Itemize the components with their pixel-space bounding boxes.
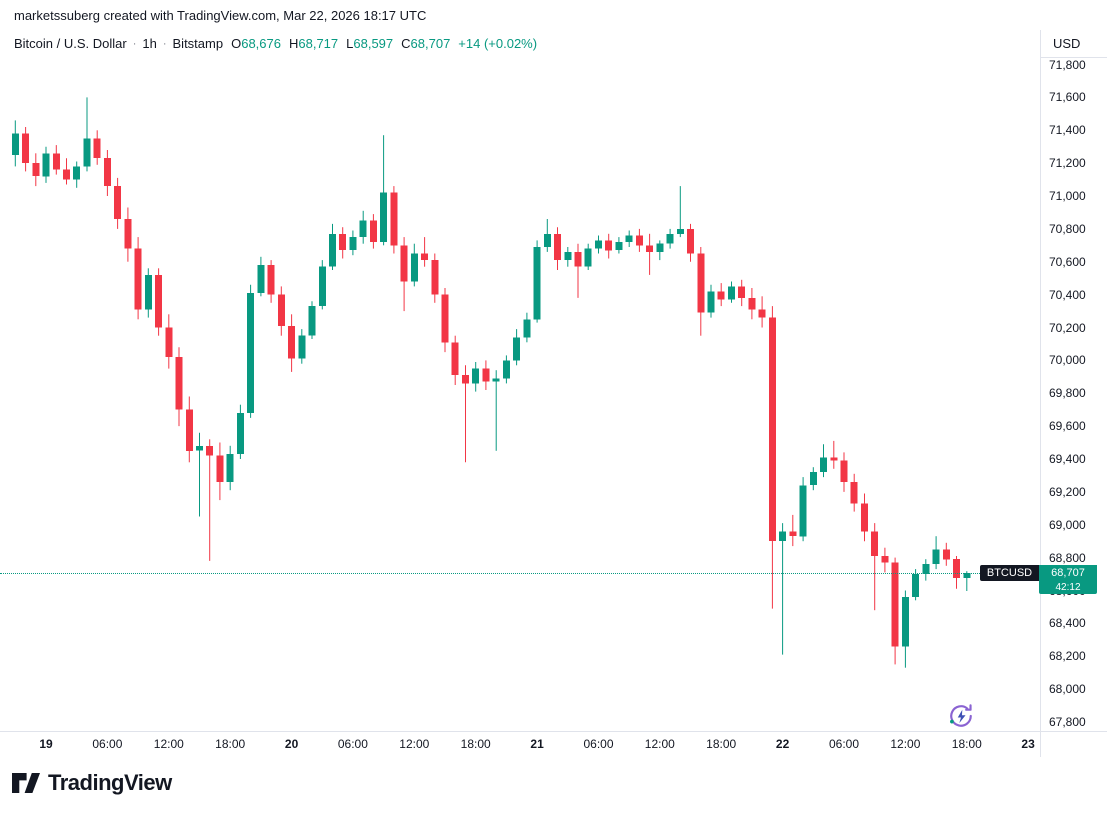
attribution-text: marketssuberg created with TradingView.c…	[14, 8, 427, 23]
current-price-line	[0, 572, 1040, 574]
price-axis[interactable]: USD 71,800 71,600 71,400 71,200 71,000 70,800…	[1040, 30, 1107, 757]
time-axis-label: 06:00	[583, 737, 614, 751]
price-axis-label: 70,000	[1049, 353, 1086, 368]
interval-label[interactable]: 1h	[142, 36, 157, 51]
price-axis-label: 67,800	[1049, 715, 1086, 729]
symbol-legend: Bitcoin / U.S. Dollar · 1h · Bitstamp O6…	[14, 36, 537, 51]
time-axis-label: 18:00	[706, 737, 737, 751]
price-axis-label: 68,400	[1049, 616, 1086, 631]
price-axis-label: 68,200	[1049, 649, 1086, 664]
price-badge-value: 68,707	[1039, 564, 1097, 581]
time-axis-label: 21	[530, 737, 544, 751]
time-axis-label: 12:00	[153, 737, 184, 751]
candlestick-plot[interactable]	[0, 30, 1040, 731]
chart-area[interactable]: Bitcoin / U.S. Dollar · 1h · Bitstamp O6…	[0, 30, 1107, 757]
price-change: +14 (+0.02%)	[458, 36, 538, 51]
price-axis-label: 71,200	[1049, 156, 1086, 171]
time-axis-label: 12:00	[890, 737, 921, 751]
bar-countdown: 42:12	[1039, 580, 1097, 594]
current-price-badge[interactable]: BTCUSD 68,707 42:12	[980, 564, 1097, 594]
price-axis-label: 69,400	[1049, 452, 1086, 466]
time-axis-label: 12:00	[644, 737, 675, 751]
time-axis-label: 06:00	[828, 737, 860, 751]
event-marker-icon[interactable]	[948, 703, 974, 729]
price-axis-label: 70,200	[1049, 320, 1086, 335]
price-axis-label: 69,200	[1049, 484, 1086, 499]
ohlc-close: C68,707	[401, 36, 451, 51]
price-axis-label: 68,000	[1049, 682, 1086, 697]
price-axis-label: 69,000	[1049, 517, 1086, 532]
price-axis-label: 71,400	[1049, 123, 1086, 138]
time-axis-label: 06:00	[92, 737, 123, 751]
price-badge-symbol: BTCUSD	[980, 564, 1039, 581]
currency-label[interactable]: USD	[1053, 36, 1081, 51]
time-axis-label: 18:00	[951, 737, 982, 751]
price-axis-label: 69,600	[1049, 419, 1086, 434]
price-axis-label: 70,600	[1049, 254, 1086, 269]
time-axis-separator	[0, 731, 1107, 732]
ohlc-low: L68,597	[346, 36, 394, 51]
brand-name[interactable]: TradingView	[48, 770, 172, 795]
ohlc-open: O68,676	[231, 36, 281, 51]
time-axis-label: 22	[775, 737, 790, 751]
time-axis-label: 19	[39, 737, 53, 751]
legend-separator: ·	[162, 37, 167, 50]
price-axis-label: 70,400	[1049, 287, 1086, 302]
symbol-title[interactable]: Bitcoin / U.S. Dollar	[14, 36, 127, 51]
time-axis-label: 23	[1021, 737, 1035, 751]
time-axis-label: 20	[284, 737, 299, 751]
price-axis-label: 68,800	[1049, 550, 1086, 565]
tradingview-logo-icon[interactable]	[12, 773, 40, 793]
price-axis-label: 71,600	[1049, 90, 1086, 105]
footer: TradingView	[12, 770, 172, 796]
ohlc-high: H68,717	[288, 36, 339, 51]
price-axis-label: 71,800	[1049, 57, 1086, 72]
time-axis-label: 18:00	[460, 737, 491, 751]
time-axis-label: 18:00	[215, 737, 246, 751]
price-axis-label: 69,800	[1049, 386, 1086, 401]
legend-separator: ·	[132, 37, 137, 50]
time-axis[interactable]: 19 06:00 12:00 18:00 20 06:00 12:00 18:00 21 06:0…	[0, 732, 1040, 757]
price-axis-label: 70,800	[1049, 221, 1086, 236]
time-axis-label: 06:00	[337, 737, 368, 751]
currency-separator-line	[1041, 57, 1107, 58]
time-axis-label: 12:00	[399, 737, 430, 751]
exchange-label[interactable]: Bitstamp	[172, 36, 224, 51]
price-axis-label: 71,000	[1049, 189, 1086, 203]
